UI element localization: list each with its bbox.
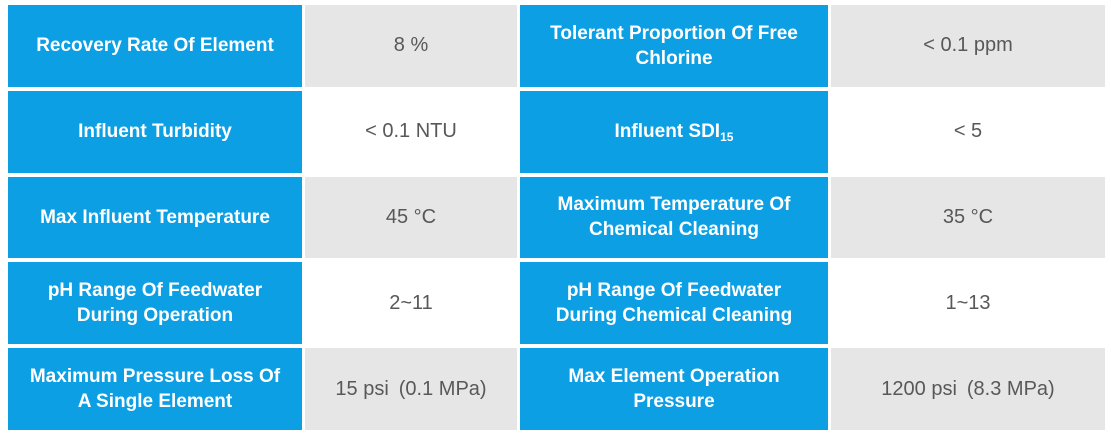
label-max-pressure-loss-single-element: Maximum Pressure Loss Of A Single Elemen…: [8, 348, 302, 430]
value-text: 45 °C: [385, 205, 437, 228]
label-text: Maximum Pressure Loss Of A Single Elemen…: [29, 366, 281, 413]
label-tolerant-free-chlorine: Tolerant Proportion Of Free Chlorine: [520, 5, 828, 87]
value-text: 8 %: [393, 34, 429, 57]
label-text: Max Influent Temperature: [40, 206, 270, 228]
value-text: < 0.1 ppm: [923, 34, 1013, 57]
value-text: < 5: [953, 120, 983, 143]
value-text: 1200 psi (8.3 MPa): [881, 377, 1055, 400]
label-text: Maximum Temperature Of Chemical Cleaning: [557, 194, 791, 241]
value-text: 2~11: [389, 291, 433, 314]
label-text: pH Range Of Feedwater During Chemical Cl…: [555, 280, 793, 327]
value-text: < 0.1 NTU: [365, 120, 457, 143]
value-influent-sdi15: < 5: [831, 90, 1105, 173]
value-max-influent-temperature: 45 °C: [305, 176, 517, 259]
label-influent-turbidity: Influent Turbidity: [8, 90, 302, 173]
label-text: Max Element Operation Pressure: [568, 366, 780, 413]
value-influent-turbidity: < 0.1 NTU: [305, 90, 517, 173]
value-recovery-rate: 8 %: [305, 5, 517, 87]
label-text: Influent SDI15: [615, 119, 734, 144]
value-text: 1~13: [945, 291, 991, 314]
label-ph-range-chemical-cleaning: pH Range Of Feedwater During Chemical Cl…: [520, 262, 828, 345]
value-tolerant-free-chlorine: < 0.1 ppm: [831, 5, 1105, 87]
label-recovery-rate-of-element: Recovery Rate Of Element: [8, 5, 302, 87]
label-text: pH Range Of Feedwater During Operation: [47, 280, 263, 327]
value-text: 15 psi (0.1 MPa): [335, 377, 487, 400]
label-max-influent-temperature: Max Influent Temperature: [8, 176, 302, 259]
label-main: Influent SDI: [614, 121, 721, 143]
value-text: 35 °C: [942, 205, 994, 228]
spec-table: Recovery Rate Of Element 8 % Tolerant Pr…: [8, 5, 1105, 430]
label-influent-sdi15: Influent SDI15: [520, 90, 828, 173]
value-ph-range-chemical-cleaning: 1~13: [831, 262, 1105, 345]
label-max-temp-chemical-cleaning: Maximum Temperature Of Chemical Cleaning: [520, 176, 828, 259]
value-max-pressure-loss-single-element: 15 psi (0.1 MPa): [305, 348, 517, 430]
label-ph-range-operation: pH Range Of Feedwater During Operation: [8, 262, 302, 345]
label-text: Recovery Rate Of Element: [36, 35, 274, 57]
label-text: Tolerant Proportion Of Free Chlorine: [550, 22, 798, 69]
label-text: Influent Turbidity: [78, 121, 232, 143]
label-max-element-operation-pressure: Max Element Operation Pressure: [520, 348, 828, 430]
sdi-subscript: 15: [720, 130, 734, 145]
value-ph-range-operation: 2~11: [305, 262, 517, 345]
value-max-temp-chemical-cleaning: 35 °C: [831, 176, 1105, 259]
value-max-element-operation-pressure: 1200 psi (8.3 MPa): [831, 348, 1105, 430]
